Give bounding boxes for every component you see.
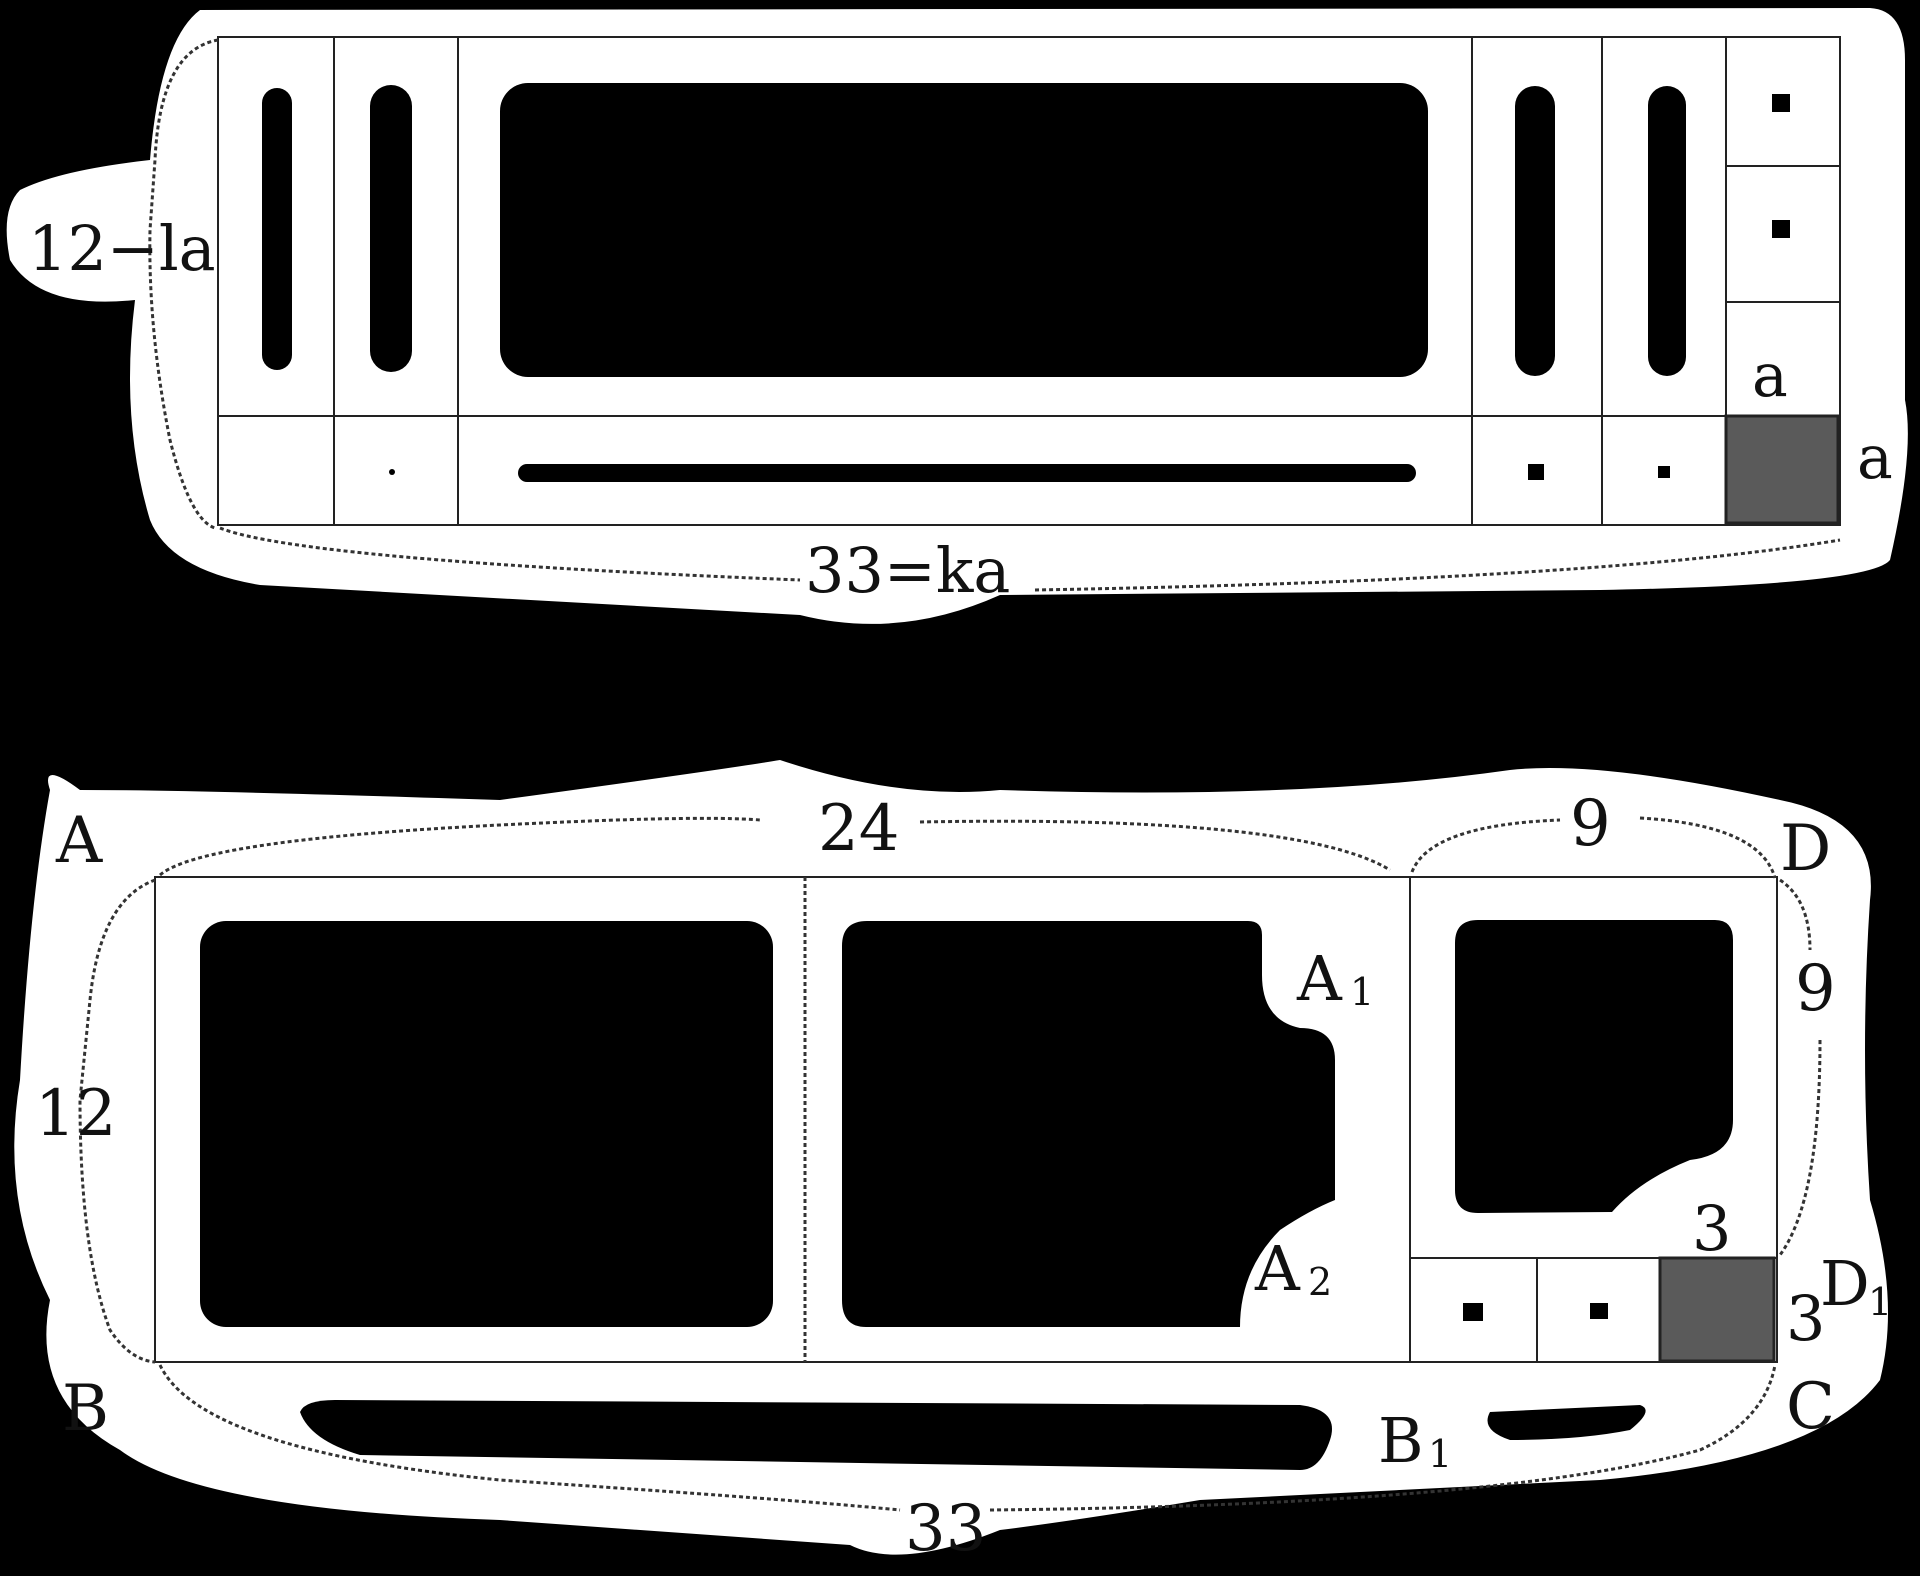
bottom-dot: [1590, 1303, 1608, 1319]
top-figure: 12−la 33=ka a a: [6, 8, 1908, 624]
vertex-C-label: C: [1786, 1370, 1835, 1444]
vertex-B-label: B: [62, 1372, 109, 1446]
bottom-middle-panel: [842, 921, 1335, 1327]
bottom-bottom-brace: [989, 1364, 1777, 1512]
vertex-B1-label: B 1: [1378, 1404, 1452, 1477]
top-dot: [1772, 94, 1790, 112]
bottom-right-brace: [1778, 1039, 1822, 1256]
top-bottom-bar: [518, 464, 1416, 482]
bottom-dot: [1463, 1303, 1483, 1321]
top-square-side-right-label: a: [1857, 423, 1893, 493]
svg-text:2: 2: [1308, 1260, 1332, 1304]
top-pill: [1515, 86, 1555, 376]
bottom-left-brace: [78, 878, 156, 1364]
top-width-brace: [219, 526, 801, 582]
top-dot: [1772, 220, 1790, 238]
vertex-D-label: D: [1780, 812, 1831, 886]
top-outer-rectangle: [217, 36, 1841, 526]
bottom-left-panel: [200, 921, 773, 1327]
vertex-A1-label: A 1: [1296, 942, 1374, 1015]
svg-text:1: 1: [1868, 1280, 1892, 1324]
top-pill: [370, 85, 412, 372]
top-pill: [1648, 86, 1686, 376]
bottom-outer-rectangle: [154, 876, 1778, 1363]
vertex-A2-label: A 2: [1254, 1232, 1332, 1305]
top-shaded-square: [1724, 414, 1840, 525]
top-dot: [389, 469, 395, 475]
top-dot: [1658, 466, 1670, 478]
vertex-D1-label: D 1: [1820, 1247, 1892, 1324]
svg-text:A: A: [1296, 942, 1343, 1015]
small-square-top-label: 3: [1692, 1192, 1731, 1265]
top-width-label: 33=ka: [805, 534, 1010, 607]
top-height-label: 12−la: [28, 212, 216, 285]
bottom-bottom-brace: [158, 1364, 901, 1512]
bottom-right-panel: [1455, 920, 1733, 1213]
length-bottom-label: 33: [905, 1492, 986, 1566]
small-square-right-label: 3: [1786, 1282, 1825, 1355]
top-large-panel: [500, 83, 1428, 377]
vertex-A-label: A: [55, 804, 103, 878]
bottom-top-left-brace: [919, 819, 1391, 872]
length-top-right-label: 9: [1570, 787, 1611, 861]
top-square-side-top-label: a: [1752, 341, 1788, 411]
bottom-top-left-brace: [159, 816, 761, 877]
top-pill: [262, 88, 292, 370]
top-dot: [1528, 464, 1544, 480]
length-left-label: 12: [35, 1077, 116, 1151]
top-width-brace: [1034, 538, 1841, 592]
bottom-lower-pill: [300, 1400, 1332, 1470]
bottom-shaded-square: [1658, 1256, 1776, 1363]
svg-text:1: 1: [1350, 970, 1374, 1014]
bottom-lower-pill: [1487, 1405, 1646, 1440]
bottom-right-brace: [1779, 878, 1812, 951]
svg-text:D: D: [1820, 1247, 1870, 1320]
bottom-top-right-brace: [1639, 816, 1777, 879]
bottom-top-right-brace: [1410, 818, 1561, 873]
svg-text:1: 1: [1428, 1432, 1452, 1476]
svg-text:B: B: [1378, 1404, 1424, 1477]
length-right-label: 9: [1795, 952, 1836, 1026]
bottom-figure: A B C D A 1 A 2 B 1 D 1 24 9 12 9 33 3 3: [14, 760, 1892, 1566]
svg-text:A: A: [1254, 1232, 1301, 1305]
length-top-left-label: 24: [818, 792, 899, 866]
